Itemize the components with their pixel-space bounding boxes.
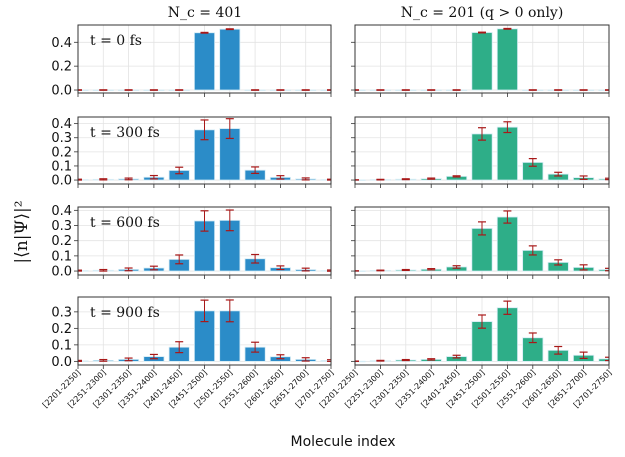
y-tick-label: 0.1 xyxy=(51,338,72,353)
y-tick-label: 0.0 xyxy=(51,174,72,189)
y-tick-label: 0.4 xyxy=(51,36,72,51)
bar xyxy=(193,32,216,91)
column-title-right: N_c = 201 (q > 0 only) xyxy=(401,5,564,21)
y-tick-label: 0.3 xyxy=(51,305,72,320)
y-tick-label: 0.3 xyxy=(51,219,72,234)
y-tick-label: 0.2 xyxy=(51,322,72,337)
bar xyxy=(496,216,518,272)
y-tick-label: 0.0 xyxy=(51,265,72,280)
column-title-left: N_c = 401 xyxy=(168,5,242,21)
bar xyxy=(471,133,493,181)
y-tick-label: 0.1 xyxy=(51,249,72,264)
bar xyxy=(496,307,518,362)
y-tick-label: 0.2 xyxy=(51,60,72,75)
y-tick-label: 0.4 xyxy=(51,204,72,219)
panel-1-1 xyxy=(351,116,610,188)
panel-3-1: [2201-2250][2251-2300][2301-2350][2351-2… xyxy=(318,296,613,410)
y-tick-label: 0.4 xyxy=(51,117,72,132)
bar xyxy=(219,28,241,91)
panel-2-1 xyxy=(351,206,610,279)
y-tick-label: 0.0 xyxy=(51,84,72,99)
y-tick-label: 0.3 xyxy=(51,131,72,146)
bar xyxy=(496,126,518,181)
y-axis-label: |⟨n|Ψ⟩|² xyxy=(12,200,32,263)
time-label: t = 300 fs xyxy=(90,125,160,141)
panel-0-0: 0.0 0.2 0.4 t = 0 fs xyxy=(51,24,332,99)
bar xyxy=(471,32,493,91)
panel-2-0: 0.00.10.20.30.4 t = 600 fs xyxy=(51,204,332,280)
panel-0-1 xyxy=(351,24,610,97)
y-tick-label: 0.0 xyxy=(51,355,72,370)
y-tick-label: 0.1 xyxy=(51,159,72,174)
y-tick-label: 0.2 xyxy=(51,234,72,249)
bar xyxy=(496,28,518,91)
x-axis-label: Molecule index xyxy=(291,434,396,450)
panel-3-0: 0.00.10.20.3[2201-2250][2251-2300][2301-… xyxy=(41,296,335,410)
y-tick-label: 0.2 xyxy=(51,145,72,160)
panel-1-0: 0.00.10.20.30.4 t = 300 fs xyxy=(51,116,332,189)
time-label: t = 900 fs xyxy=(90,305,160,321)
time-label: t = 0 fs xyxy=(90,33,142,49)
time-label: t = 600 fs xyxy=(90,215,160,231)
